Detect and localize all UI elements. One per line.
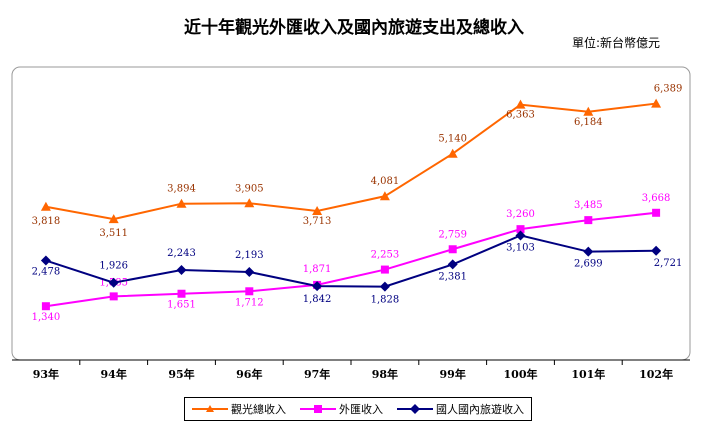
- legend-total-swatch: [192, 405, 228, 412]
- series-line-1: [45, 211, 657, 308]
- data-point: [177, 289, 186, 298]
- chart-title: 近十年觀光外匯收入及國內旅遊支出及總收入: [184, 18, 524, 38]
- data-label: 3,713: [303, 216, 332, 227]
- data-label: 1,842: [303, 294, 332, 305]
- data-point: [583, 106, 594, 116]
- data-label: 1,871: [303, 264, 332, 275]
- data-label: 2,243: [167, 248, 196, 259]
- legend-item-domestic: 國人國內旅遊收入: [397, 401, 524, 417]
- data-point: [109, 292, 118, 301]
- unit-label: 單位:新台幣億元: [571, 36, 660, 50]
- data-point: [515, 230, 526, 241]
- x-tick-label: 102年: [639, 367, 673, 381]
- legend: 觀光總收入 外匯收入 國人國內旅遊收入: [184, 397, 532, 421]
- data-point: [516, 225, 525, 234]
- data-label: 2,381: [438, 271, 467, 282]
- data-point: [40, 255, 51, 266]
- data-point: [379, 191, 390, 201]
- data-point: [40, 201, 51, 211]
- data-point: [652, 208, 661, 217]
- data-point: [244, 198, 255, 208]
- data-point: [244, 266, 255, 277]
- data-label: 3,485: [574, 200, 603, 211]
- data-point: [651, 98, 662, 108]
- data-label: 2,193: [235, 250, 264, 261]
- data-point: [41, 302, 50, 311]
- data-point: [448, 245, 457, 254]
- data-point: [312, 205, 323, 215]
- data-label: 1,712: [235, 297, 264, 308]
- data-label: 6,389: [654, 84, 683, 95]
- legend-foreign-swatch: [300, 405, 336, 413]
- series-line-2: [45, 234, 657, 288]
- data-label: 1,926: [99, 261, 128, 272]
- data-label: 2,478: [32, 267, 61, 278]
- legend-label-foreign: 外匯收入: [339, 403, 383, 416]
- data-label: 1,651: [167, 300, 196, 311]
- x-tick-label: 95年: [168, 367, 194, 381]
- data-label: 2,699: [574, 259, 603, 270]
- x-tick-label: 100年: [504, 367, 538, 381]
- x-tick-label: 96年: [236, 367, 262, 381]
- data-label: 3,894: [167, 184, 196, 195]
- legend-label-total: 觀光總收入: [231, 403, 286, 416]
- x-tick-label: 98年: [372, 367, 398, 381]
- data-label: 3,103: [506, 242, 535, 253]
- x-tick-label: 94年: [101, 367, 127, 381]
- data-point: [651, 245, 662, 256]
- x-tick-label: 93年: [33, 367, 59, 381]
- data-point: [447, 259, 458, 270]
- data-label: 6,184: [574, 117, 603, 128]
- data-label: 3,668: [642, 193, 671, 204]
- legend-item-foreign: 外匯收入: [300, 401, 383, 417]
- data-point: [515, 99, 526, 109]
- data-label: 3,905: [235, 183, 264, 194]
- data-point: [245, 287, 254, 296]
- data-label: 3,260: [506, 209, 535, 220]
- data-label: 2,759: [438, 229, 467, 240]
- data-label: 4,081: [371, 176, 400, 187]
- legend-domestic-swatch: [397, 404, 433, 414]
- data-point: [108, 277, 119, 288]
- data-point: [176, 264, 187, 275]
- legend-label-domestic: 國人國內旅遊收入: [436, 403, 524, 416]
- data-label: 5,140: [438, 134, 467, 145]
- data-label: 3,818: [32, 216, 61, 227]
- x-tick-label: 97年: [304, 367, 330, 381]
- data-label: 1,340: [32, 312, 61, 323]
- data-label: 2,721: [654, 258, 683, 269]
- legend-item-total: 觀光總收入: [192, 401, 286, 417]
- data-point: [379, 281, 390, 292]
- data-point: [447, 148, 458, 158]
- x-tick-label: 99年: [440, 367, 466, 381]
- data-label: 2,253: [371, 250, 400, 261]
- data-point: [583, 246, 594, 257]
- data-point: [312, 281, 323, 292]
- data-label: 3,511: [99, 228, 128, 239]
- x-tick-label: 101年: [571, 367, 605, 381]
- data-label: 1,828: [371, 295, 400, 306]
- data-label: 6,363: [506, 110, 535, 121]
- data-point: [108, 214, 119, 224]
- series-line-0: [45, 102, 657, 221]
- data-point: [176, 198, 187, 208]
- data-point: [380, 265, 389, 274]
- data-point: [584, 216, 593, 225]
